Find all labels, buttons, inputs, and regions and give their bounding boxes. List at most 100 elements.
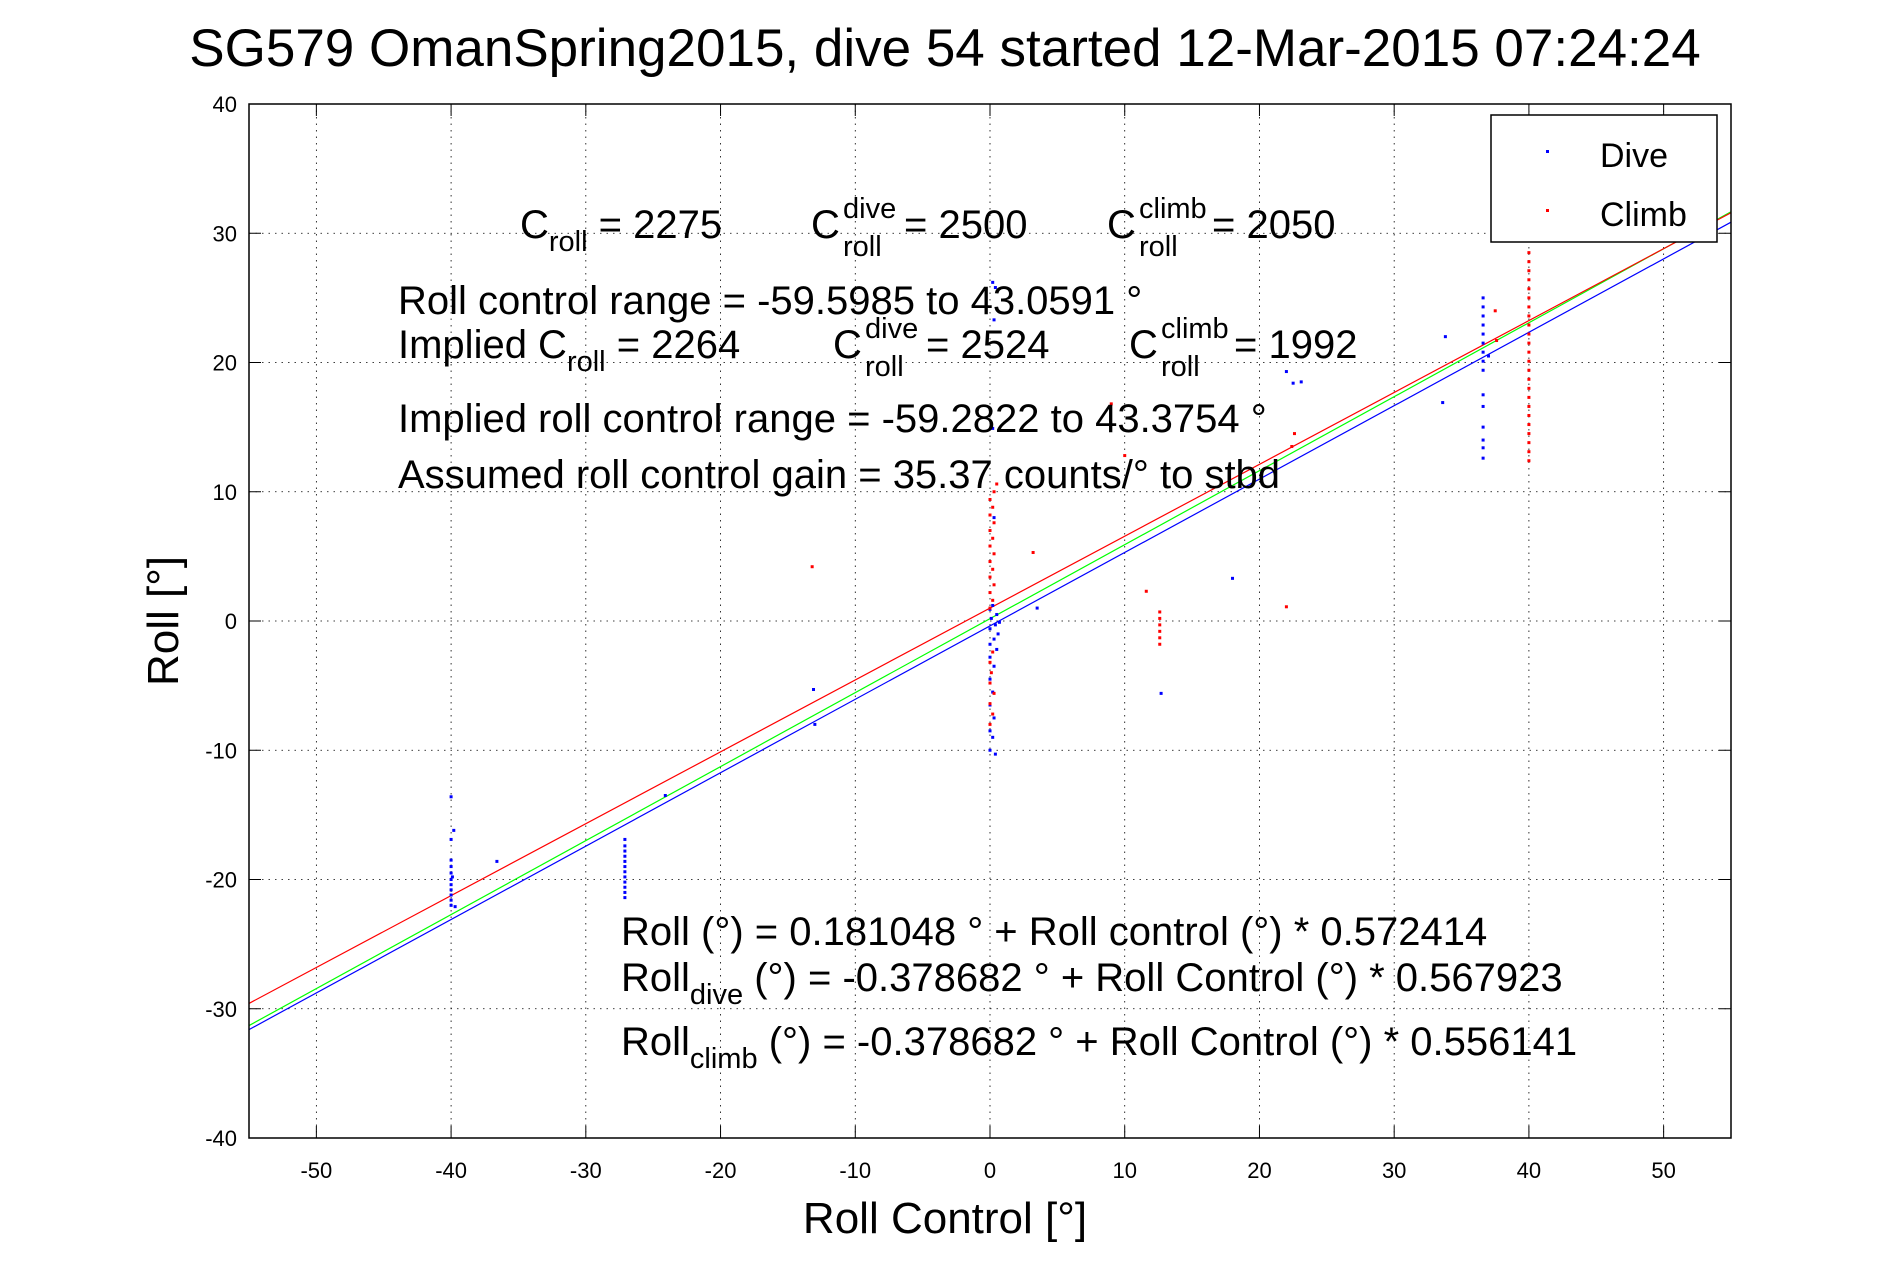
point-dive: [1481, 368, 1485, 372]
point-climb: [995, 482, 999, 486]
point-climb: [1527, 377, 1531, 381]
point-climb: [992, 490, 996, 494]
point-dive: [1481, 323, 1485, 327]
point-climb: [1527, 314, 1531, 318]
point-dive: [449, 883, 453, 887]
point-dive: [449, 893, 453, 897]
point-dive: [993, 752, 997, 756]
point-dive: [663, 793, 667, 797]
x-tick-label: 40: [1517, 1158, 1541, 1183]
point-dive: [623, 837, 627, 841]
point-dive: [995, 613, 999, 617]
point-dive: [623, 865, 627, 869]
x-tick-label: -20: [705, 1158, 737, 1183]
y-tick-label: 20: [213, 351, 237, 376]
point-climb: [1527, 450, 1531, 454]
point-dive: [1481, 446, 1485, 450]
point-dive: [449, 795, 453, 799]
point-climb: [992, 583, 996, 587]
legend-dive-label: Dive: [1600, 137, 1668, 175]
point-dive: [1291, 381, 1295, 385]
point-climb: [1527, 432, 1531, 436]
point-dive: [623, 875, 627, 879]
point-dive: [1486, 354, 1490, 358]
point-dive: [449, 837, 453, 841]
svg-text:= 2050: = 2050: [1212, 203, 1335, 247]
point-climb: [1527, 296, 1531, 300]
point-dive: [623, 844, 627, 848]
point-climb: [1290, 445, 1294, 449]
svg-text:climb: climb: [1161, 313, 1229, 345]
point-climb: [988, 702, 992, 706]
point-climb: [1527, 278, 1531, 282]
y-tick-label: -20: [205, 868, 237, 893]
point-dive: [1481, 404, 1485, 408]
point-climb: [1158, 616, 1162, 620]
point-climb: [1158, 610, 1162, 614]
point-climb: [1527, 441, 1531, 445]
point-dive: [1481, 350, 1485, 354]
data-points: [449, 251, 1531, 909]
point-dive: [623, 896, 627, 900]
point-climb: [1158, 642, 1162, 646]
svg-text:= 2500: = 2500: [904, 203, 1027, 247]
point-dive: [1481, 314, 1485, 318]
point-climb: [1284, 605, 1288, 609]
svg-text:roll: roll: [1161, 351, 1200, 383]
point-dive: [449, 865, 453, 869]
point-climb: [1527, 341, 1531, 345]
point-climb: [1493, 309, 1497, 313]
point-climb: [1495, 339, 1499, 343]
point-dive: [449, 871, 453, 875]
point-dive: [1443, 335, 1447, 339]
point-dive: [449, 888, 453, 892]
point-dive: [813, 722, 817, 726]
point-climb: [1031, 550, 1035, 554]
svg-text:roll: roll: [843, 231, 882, 263]
point-climb: [1158, 623, 1162, 627]
point-climb: [1527, 251, 1531, 255]
point-climb: [810, 565, 814, 569]
annotation-line-2: Roll control range = -59.5985 to 43.0591…: [398, 279, 1142, 323]
y-tick-label: -40: [205, 1126, 237, 1151]
fit-line-1: [248, 221, 1732, 1031]
point-climb: [992, 691, 996, 695]
point-dive: [1481, 393, 1485, 397]
point-dive: [1481, 438, 1485, 442]
annotation-line-3: Implied Croll = 2264 C dive roll = 2524 …: [398, 313, 1357, 383]
svg-text:C: C: [811, 203, 840, 247]
point-dive: [1441, 401, 1445, 405]
axis-ticks: -50 -40 -30 -20 -10 0 10 20 30 40 50 -40 -30 -20 -10 0 1…: [205, 92, 1731, 1183]
point-dive: [623, 849, 627, 853]
point-dive: [988, 655, 992, 659]
point-dive: [1481, 425, 1485, 429]
point-dive: [992, 637, 996, 641]
point-climb: [1527, 269, 1531, 273]
point-dive: [495, 859, 499, 863]
point-dive: [988, 748, 992, 752]
point-dive: [991, 603, 995, 607]
point-dive: [991, 426, 995, 430]
point-dive: [623, 859, 627, 863]
point-climb: [1527, 305, 1531, 309]
svg-text:dive: dive: [843, 193, 896, 225]
point-dive: [1481, 296, 1485, 300]
point-climb: [1527, 404, 1531, 408]
point-dive: [992, 318, 996, 322]
equation-dive: Rolldive (°) = -0.378682 ° + Roll Contro…: [621, 956, 1563, 1011]
point-climb: [988, 544, 992, 548]
point-dive: [623, 854, 627, 858]
x-tick-label: 20: [1247, 1158, 1271, 1183]
point-dive: [1481, 305, 1485, 309]
legend: Dive Climb: [1490, 114, 1718, 243]
point-dive: [992, 664, 996, 668]
svg-text:C: C: [833, 323, 862, 367]
point-climb: [1527, 368, 1531, 372]
point-dive: [449, 878, 453, 881]
point-dive: [988, 729, 992, 733]
point-climb: [991, 712, 995, 716]
point-dive: [992, 516, 996, 520]
y-tick-label: 10: [213, 480, 237, 505]
point-climb: [1527, 287, 1531, 291]
